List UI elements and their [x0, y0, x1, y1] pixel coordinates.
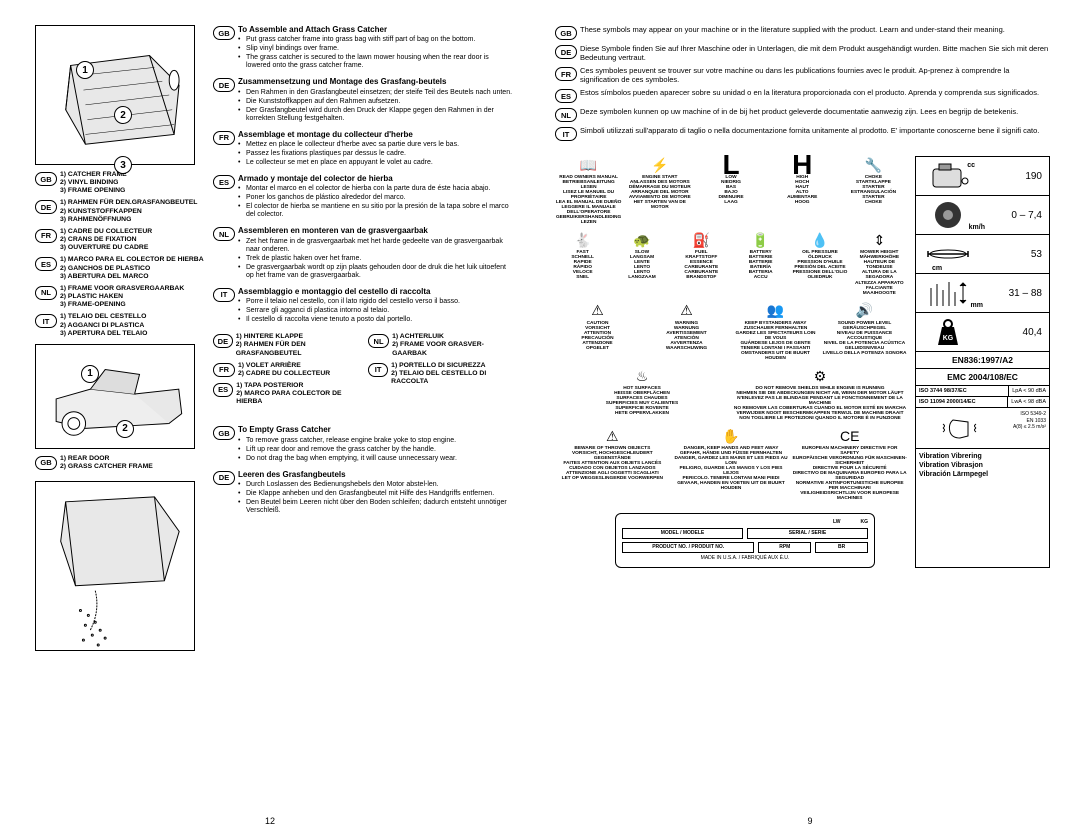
symbol-cell: HHIGHHOCHHAUTALTOAUMENTAREHOOG [769, 156, 836, 225]
wheel-icon: km/h [920, 199, 975, 231]
lang-es: ES [35, 257, 57, 271]
symbol-cell: ✋DANGER, KEEP HANDS AND FEET AWAYGEFAHR,… [674, 427, 789, 501]
callout-2: 2 [116, 420, 134, 438]
lang-de: DE [555, 45, 577, 59]
symbol-cell: ⛽FUELKRAFTSTOFFESSENCECARBURANTECARBURAN… [674, 231, 729, 295]
symbol-cell: ⚙DO NOT REMOVE SHIELDS WHILE ENGINE IS R… [733, 367, 907, 421]
weight-icon: KG [920, 316, 975, 348]
lang-fr: FR [213, 363, 235, 377]
svg-text:KG: KG [942, 335, 953, 342]
diagram-grass-catcher-assembly: 1 2 3 [35, 25, 195, 165]
symbols-grid: 📖READ OWNERS MANUALBETRIEBSANLEITUNG LES… [555, 156, 907, 568]
lang-es: ES [213, 175, 235, 189]
symbol-cell: 🐇FASTSCHNELLRAPIDERÁPIDOVELOCESNEL [555, 231, 610, 295]
hand-vibration-icon [916, 408, 1010, 448]
intro-section: GBThese symbols may appear on your machi… [555, 25, 1050, 141]
symbol-cell: 📖READ OWNERS MANUALBETRIEBSANLEITUNG LES… [555, 156, 622, 225]
lang-fr: FR [35, 229, 57, 243]
diagram-empty-catcher [35, 481, 195, 651]
symbol-cell: 💧OIL PRESSUREÖLDRUCKPRESSION D'HUILEPRES… [792, 231, 847, 295]
diagram-mower-attach: 1 2 [35, 344, 195, 449]
page-number: 12 [265, 816, 275, 826]
lang-fr: FR [555, 67, 577, 81]
lang-nl: NL [213, 227, 235, 241]
symbol-cell: ⚡ENGINE STARTANLASSEN DES MOTORSDÉMARRAG… [626, 156, 693, 225]
page-9: GBThese symbols may appear on your machi… [540, 0, 1080, 834]
symbol-cell: ⚠WARNINGWARNUNGAVERTISSEMENTATENCIÓNAVVE… [644, 302, 729, 361]
symbol-cell: CEEUROPEAN MACHINERY DIRECTIVE FOR SAFET… [792, 427, 907, 501]
lang-it: IT [555, 127, 577, 141]
page-number: 9 [807, 816, 812, 826]
callout-2: 2 [114, 106, 132, 124]
lang-gb: GB [555, 26, 577, 40]
lang-es: ES [555, 89, 577, 103]
symbol-cell: LLOWNIEDRIGBASBAJODIMINUIRELAAG [697, 156, 764, 225]
lang-fr: FR [213, 131, 235, 145]
symbol-cell: ⇕MOWER HEIGHTMÄHWERKHÖHEHAUTEUR DE TONDE… [852, 231, 907, 295]
lang-it: IT [368, 363, 388, 377]
engine-icon: cc [920, 160, 975, 192]
lang-de: DE [213, 471, 235, 485]
lang-gb: GB [35, 456, 57, 470]
symbol-cell: ♨HOT SURFACESHEISSE OBERFLÄCHENSURFACES … [555, 367, 729, 421]
lang-de: DE [213, 78, 235, 92]
symbol-cell: 🔋BATTERYBATTERIEBATTERIEBATERÍABATTERIAA… [733, 231, 788, 295]
grass-height-icon: mm [920, 277, 975, 309]
lang-gb: GB [213, 26, 235, 40]
lang-nl: NL [368, 334, 389, 348]
symbol-cell: 🔊SOUND POWER LEVELGERÄUSCHPEGELNIVEAU DE… [822, 302, 907, 361]
spec-panel: cc 190 km/h 0 – 7,4 cm 53 mm 31 – 88 KG … [915, 156, 1050, 568]
lang-de: DE [35, 200, 57, 214]
parts-list-1: GB1) CATCHER FRAME2) VINYL BINDING3) FRA… [35, 171, 205, 338]
lang-it: IT [35, 314, 57, 328]
symbol-cell: ⚠BEWARE OF THROWN OBJECTSVORSICHT, HOCHG… [555, 427, 670, 501]
callout-1: 1 [76, 61, 94, 79]
page-12: 1 2 3 GB1) CATCHER FRAME2) VINYL BINDING… [0, 0, 540, 834]
lang-gb: GB [213, 426, 235, 440]
symbol-cell: 🐢SLOWLANGSAMLENTELENTOLENTOLANGZAAM [614, 231, 669, 295]
lang-it: IT [213, 288, 235, 302]
lang-es: ES [213, 383, 233, 397]
lang-nl: NL [35, 286, 57, 300]
lang-nl: NL [555, 108, 577, 122]
lang-de: DE [213, 334, 233, 348]
product-label-diagram: LWKG MODEL / MODELE SERIAL / SERIE PRODU… [615, 513, 875, 568]
callout-1: 1 [81, 365, 99, 383]
callout-3: 3 [114, 156, 132, 174]
symbol-cell: 👥KEEP BYSTANDERS AWAYZUSCHAUER FERNHALTE… [733, 302, 818, 361]
lang-gb: GB [35, 172, 57, 186]
symbol-cell: ⚠CAUTIONVORSICHTATTENTIONPRECAUCIÓNATTEN… [555, 302, 640, 361]
symbol-cell: 🔧CHOKESTARTKLAPPESTARTERESTRANGULACIÓNST… [840, 156, 907, 225]
blade-icon: cm [920, 238, 975, 270]
parts-list-2: GB1) REAR DOOR2) GRASS CATCHER FRAME [35, 455, 205, 471]
vibration-labels: Vibration Vibrering Vibration Vibrasjon … [916, 449, 1049, 482]
